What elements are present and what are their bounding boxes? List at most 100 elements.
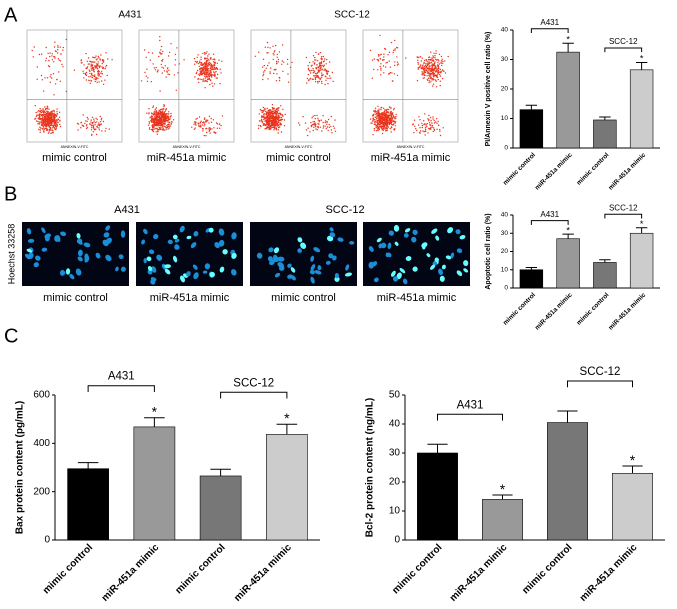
flow-dot (204, 77, 207, 79)
flow-dot (164, 125, 166, 128)
flow-dot (380, 117, 383, 120)
flow-dot (418, 56, 420, 58)
flow-dot (90, 123, 92, 126)
nucleus (345, 264, 350, 271)
flow-dot (392, 114, 394, 117)
flow-dot (80, 62, 82, 64)
flow-dot (39, 126, 41, 128)
nucleus (441, 264, 446, 270)
flow-dot (420, 60, 422, 62)
flow-dot (334, 119, 336, 121)
bar (482, 499, 523, 541)
flow-dot (424, 67, 426, 70)
flow-dot (198, 116, 201, 118)
flow-dot (270, 110, 272, 112)
nucleus (105, 225, 111, 231)
flow-dot (276, 114, 278, 116)
flow-dot (99, 124, 101, 126)
flow-dot (77, 129, 79, 131)
flow-dot (270, 123, 272, 126)
flow-dot (91, 76, 93, 79)
flow-dot (146, 112, 148, 114)
nucleus (329, 232, 336, 238)
flow-dot (274, 126, 276, 129)
flow-dot (210, 71, 212, 73)
flow-dot (279, 123, 282, 125)
flow-dot (330, 129, 333, 131)
flow-dot (151, 116, 153, 119)
flow-dot (433, 52, 435, 54)
error-bar (525, 104, 538, 110)
flow-dot (374, 109, 376, 112)
flow-dot (289, 66, 292, 69)
flow-dot (59, 80, 62, 83)
flow-dot (47, 114, 50, 116)
flow-dot (61, 63, 63, 66)
flow-dot (168, 51, 171, 54)
flow-dot (386, 122, 389, 124)
flow-dot (425, 70, 428, 72)
flow-dot (387, 116, 390, 118)
flow-dot (273, 118, 276, 120)
flow-dot (272, 119, 274, 122)
flow-dot (424, 69, 426, 72)
nucleus (394, 241, 399, 246)
flow-dot (39, 113, 41, 116)
flow-dot (392, 51, 394, 54)
flow-dot (425, 123, 427, 126)
y-tick-label: 30 (389, 448, 401, 459)
flow-dot (51, 113, 54, 115)
flow-dot (144, 71, 146, 74)
flow-dot (200, 73, 203, 76)
flow-dot (216, 77, 218, 79)
nucleus (326, 235, 334, 242)
flow-dot (100, 119, 103, 121)
flow-dot (37, 123, 39, 125)
x-tick-label: miR-451a mimic (534, 151, 574, 191)
flow-dot (167, 113, 169, 115)
flow-dot (417, 61, 419, 64)
flow-dot (422, 64, 424, 66)
flow-dot (435, 118, 438, 120)
flow-dot (145, 75, 147, 77)
flow-dot (432, 118, 434, 120)
y-axis-label: Bax protein content (pg/mL) (15, 401, 26, 534)
flow-dot (299, 124, 301, 126)
flow-dot (433, 63, 435, 66)
flow-dot (312, 61, 314, 63)
flow-dot (380, 53, 382, 55)
nucleus (274, 272, 281, 278)
flow-dot (196, 61, 198, 64)
flow-dot (44, 112, 46, 114)
flow-dot (314, 118, 316, 120)
flow-dot (332, 125, 335, 128)
flow-dot (428, 81, 430, 84)
flow-dot (92, 124, 95, 127)
flow-dot (213, 63, 215, 66)
y-tick-label: 50 (389, 390, 401, 401)
flow-dot (49, 111, 51, 114)
flow-dot (263, 71, 265, 73)
flow-dot (326, 77, 328, 80)
flow-dot (267, 125, 269, 128)
flow-dot (54, 123, 56, 126)
flow-dot (51, 119, 54, 121)
flow-dot (383, 113, 386, 116)
flow-dot (265, 67, 267, 70)
nucleus (269, 259, 275, 266)
flow-dot (264, 69, 266, 72)
flow-dot (206, 80, 208, 83)
flow-dot (390, 41, 393, 44)
y-tick-label: 20 (501, 86, 509, 93)
flow-dot (317, 66, 319, 68)
flow-dot (422, 66, 424, 69)
flow-dot (262, 78, 264, 81)
flow-dot (159, 120, 161, 122)
flow-dot (374, 116, 376, 119)
flow-dot (156, 133, 159, 135)
flow-dot (151, 115, 153, 117)
flow-dot (93, 118, 95, 120)
flow-dot (211, 82, 213, 84)
flow-dot (430, 125, 432, 127)
flow-dot (198, 123, 200, 125)
